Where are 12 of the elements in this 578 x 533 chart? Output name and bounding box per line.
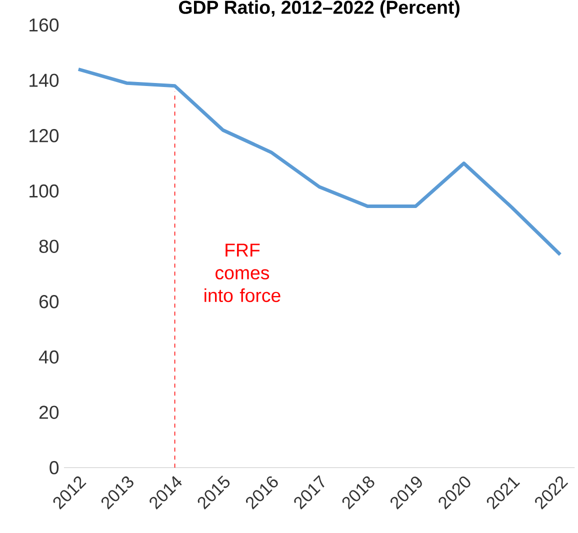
y-tick-label: 0 (50, 461, 59, 474)
y-tick-label: 140 (30, 74, 59, 87)
y-tick-label: 100 (30, 184, 59, 198)
line-series (76, 68, 562, 256)
y-tick-label: 120 (30, 129, 59, 142)
chart-title: GDP Ratio, 2012–2022 (Percent) (179, 0, 460, 18)
y-tick-label: 20 (39, 406, 59, 419)
y-tick-label: 40 (38, 350, 59, 364)
y-tick-label: 60 (39, 295, 59, 308)
ref-line-label: FRF comes into force (204, 244, 280, 302)
y-tick-label: 80 (39, 240, 59, 253)
y-tick-label: 160 (30, 18, 59, 32)
